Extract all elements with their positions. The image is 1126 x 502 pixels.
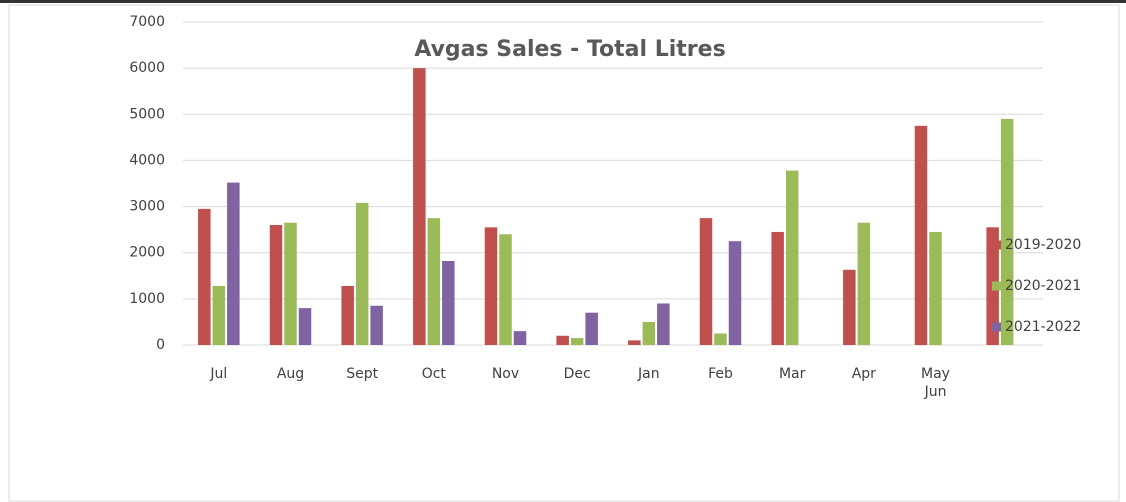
legend-label: 2021-2022 xyxy=(1005,319,1081,335)
chart-frame xyxy=(8,4,1120,502)
bar xyxy=(657,303,670,345)
bar xyxy=(585,312,598,345)
bar xyxy=(269,225,283,345)
x-tick-label: Apr xyxy=(851,366,876,382)
x-tick-label: Nov xyxy=(491,366,520,382)
bar xyxy=(227,182,240,345)
bar xyxy=(499,234,512,345)
bar xyxy=(843,269,856,345)
top-border xyxy=(0,0,1126,3)
y-tick-label: 3000 xyxy=(129,199,165,215)
x-tick-label: Mar xyxy=(778,366,806,382)
legend-label: 2020-2021 xyxy=(1005,278,1081,294)
bar xyxy=(341,285,354,345)
bar xyxy=(370,305,383,345)
bar xyxy=(442,261,455,345)
bar xyxy=(284,222,297,345)
y-tick-label: 7000 xyxy=(129,14,165,30)
bar xyxy=(298,308,312,345)
x-tick-label: Jan xyxy=(638,366,660,382)
bar xyxy=(771,231,784,345)
legend-swatch xyxy=(992,281,1001,291)
y-tick-label: 0 xyxy=(156,337,165,353)
x-tick-label: Oct xyxy=(421,366,446,382)
y-tick-label: 1000 xyxy=(129,291,165,307)
bar xyxy=(699,218,713,345)
bar xyxy=(728,241,742,345)
bar xyxy=(714,333,727,345)
bar xyxy=(785,170,799,345)
bar xyxy=(570,338,584,345)
bar xyxy=(413,68,426,346)
y-tick-label: 2000 xyxy=(129,245,165,261)
bar xyxy=(212,285,226,345)
x-tick-label: May Jun xyxy=(921,366,950,400)
x-tick-label: Feb xyxy=(708,366,733,382)
x-tick-label: Aug xyxy=(276,366,305,382)
y-tick-label: 5000 xyxy=(129,106,165,122)
bar xyxy=(427,218,441,345)
y-tick-label: 4000 xyxy=(129,152,165,168)
legend-swatch xyxy=(992,322,1001,332)
bar xyxy=(1000,118,1014,346)
y-tick-label: 6000 xyxy=(129,60,165,76)
bar xyxy=(857,222,871,345)
bar xyxy=(198,208,211,345)
bar xyxy=(628,340,641,345)
chart-title: Avgas Sales - Total Litres xyxy=(414,37,725,62)
bar xyxy=(484,227,498,345)
x-tick-label: Sept xyxy=(346,366,379,382)
bar xyxy=(556,335,569,345)
bar xyxy=(355,202,369,345)
x-tick-label: Dec xyxy=(563,366,591,382)
legend-label: 2019-2020 xyxy=(1005,237,1081,253)
bar xyxy=(513,331,527,345)
legend-swatch xyxy=(992,240,1001,250)
x-tick-label: Jul xyxy=(210,366,228,382)
bar xyxy=(929,231,942,345)
bar xyxy=(914,125,928,345)
bar xyxy=(642,321,656,345)
